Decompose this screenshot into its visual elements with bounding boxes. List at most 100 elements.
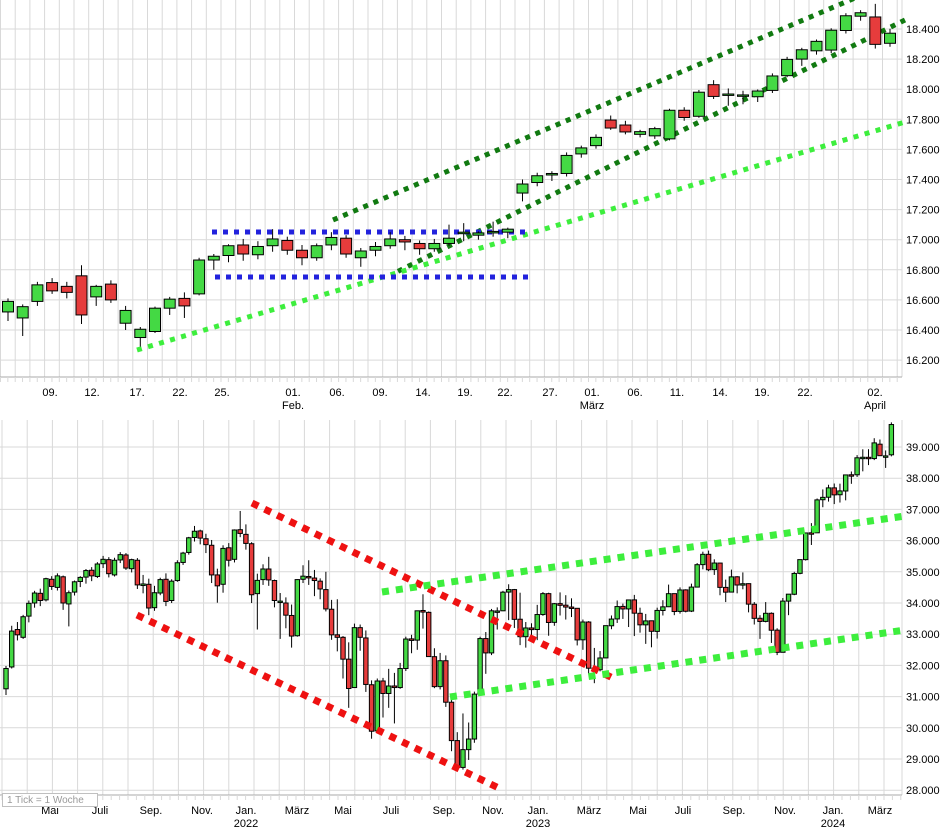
candle-up	[384, 238, 397, 247]
candle-up	[43, 578, 49, 601]
candle-up	[472, 232, 485, 236]
candle-up	[403, 638, 409, 670]
candle-up	[797, 559, 803, 574]
candle-up	[186, 537, 192, 553]
candle-up	[163, 298, 176, 309]
candle-up	[207, 255, 220, 261]
candle-down	[483, 638, 489, 654]
candle-up	[71, 581, 78, 593]
x-axis-label: 27.	[542, 387, 557, 399]
candle-down	[545, 593, 552, 623]
candle-up	[437, 660, 443, 688]
candle-down	[391, 685, 398, 689]
candle-up	[516, 183, 529, 194]
candle-up	[477, 638, 483, 695]
x-axis-label: 22.	[172, 387, 187, 399]
candle-up	[501, 228, 514, 233]
candle-down	[380, 680, 386, 694]
x-axis-sublabel: 2023	[526, 818, 550, 830]
candle-down	[723, 586, 729, 593]
x-axis-label: 01.	[584, 387, 599, 399]
candle-up	[505, 589, 512, 593]
candle-up	[882, 455, 889, 458]
x-axis-label: 22.	[797, 387, 812, 399]
candle-down	[178, 297, 191, 307]
candle-up	[465, 738, 472, 751]
candle-up	[825, 29, 838, 51]
candle-up	[180, 552, 186, 563]
candle-up	[386, 685, 392, 694]
y-axis-label: 18.400	[906, 24, 940, 36]
candle-up	[294, 579, 301, 637]
candle-up	[854, 457, 860, 476]
candle-up	[654, 609, 660, 632]
candle-down	[413, 242, 426, 250]
candle-down	[346, 658, 352, 689]
x-axis-label: 09.	[42, 387, 57, 399]
candle-up	[3, 668, 9, 690]
candle-down	[323, 589, 329, 610]
candle-up	[354, 250, 367, 259]
candle-up	[414, 610, 420, 641]
candle-up	[580, 621, 586, 641]
candle-up	[77, 576, 83, 582]
candle-up	[20, 616, 26, 638]
candle-up	[597, 657, 603, 671]
candle-down	[357, 627, 363, 638]
x-axis-label: 06.	[627, 387, 642, 399]
x-axis-label: 12.	[84, 387, 99, 399]
y-axis-label: 16.400	[906, 325, 940, 337]
x-axis-label: 22.	[497, 387, 512, 399]
y-axis-label: 17.200	[906, 205, 940, 217]
x-axis-sublabel: April	[864, 400, 886, 412]
candle-up	[9, 630, 15, 668]
x-axis-label: Mai	[41, 805, 59, 817]
candle-down	[60, 285, 73, 293]
x-axis-label: Jan.	[236, 805, 257, 817]
candle-up	[810, 40, 823, 52]
uptrend-top-green	[381, 512, 906, 596]
candle-up	[374, 680, 380, 732]
candle-up	[540, 593, 546, 616]
candle-down	[683, 589, 689, 612]
candle-down	[37, 592, 43, 602]
candle-up	[766, 75, 779, 91]
candle-up	[157, 579, 163, 594]
y-axis-label: 34.000	[906, 598, 940, 610]
candle-up	[66, 592, 72, 605]
candle-up	[700, 553, 706, 566]
candle-up	[325, 236, 338, 246]
candle-up	[94, 563, 101, 577]
candle-down	[134, 559, 141, 586]
candle-down	[619, 124, 632, 133]
candle-up	[839, 15, 852, 32]
candle-up	[128, 559, 135, 570]
candle-up	[500, 591, 506, 612]
candle-down	[831, 487, 837, 496]
candle-up	[871, 442, 877, 460]
candle-up	[634, 131, 647, 135]
y-axis-label: 37.000	[906, 504, 940, 516]
candle-down	[425, 611, 432, 658]
candle-down	[511, 589, 518, 620]
candle-up	[860, 456, 866, 460]
candle-down	[317, 580, 323, 590]
candle-down	[283, 602, 289, 616]
candle-down	[557, 603, 563, 606]
candle-up	[111, 559, 118, 576]
y-axis-label: 32.000	[906, 660, 940, 672]
x-axis	[0, 376, 902, 382]
candle-up	[90, 285, 103, 298]
x-axis-label: März	[285, 805, 309, 817]
candle-up	[254, 579, 261, 595]
y-axis-label: 17.600	[906, 144, 940, 156]
candle-down	[203, 538, 209, 546]
candle-up	[351, 627, 358, 689]
candle-down	[226, 547, 232, 561]
candle-up	[369, 245, 382, 251]
y-axis-label: 17.000	[906, 235, 940, 247]
x-axis-label: 06.	[329, 387, 344, 399]
support-bright-green	[136, 119, 906, 353]
candle-down	[340, 237, 353, 255]
